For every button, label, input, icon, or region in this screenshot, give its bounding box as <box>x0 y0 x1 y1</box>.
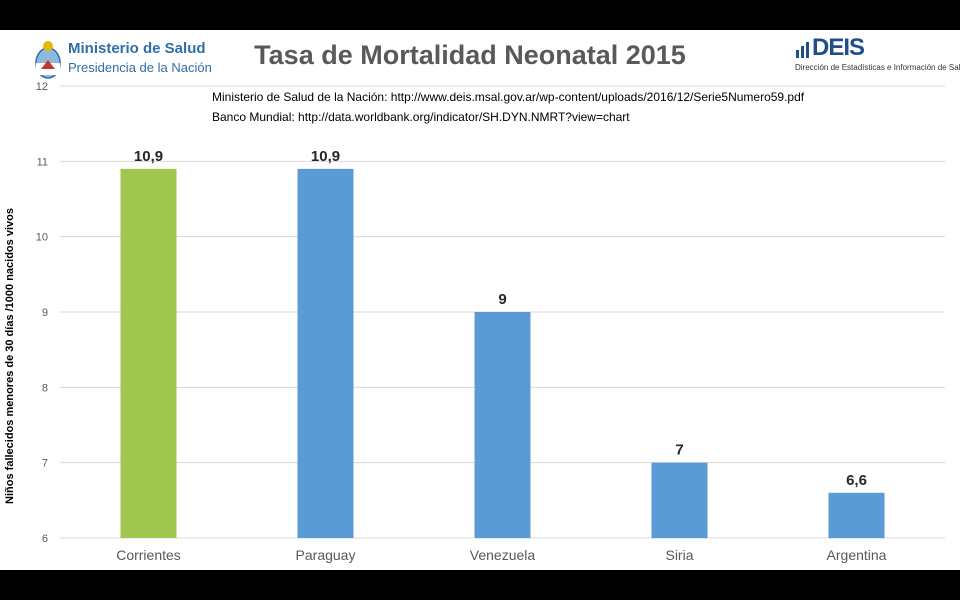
x-tick-label: Argentina <box>827 547 887 563</box>
deis-wordmark: DEIS <box>812 34 865 61</box>
ministerio-subtitle: Presidencia de la Nación <box>68 60 212 75</box>
x-tick-label: Siria <box>665 547 693 563</box>
x-tick-label: Corrientes <box>116 547 181 563</box>
y-tick-label: 8 <box>42 382 48 394</box>
x-tick-label: Venezuela <box>470 547 536 563</box>
ministerio-title: Ministerio de Salud <box>68 40 206 57</box>
data-label: 10,9 <box>134 148 163 165</box>
y-tick-label: 11 <box>37 156 48 168</box>
deis-logo-icon <box>796 42 809 58</box>
y-tick-label: 9 <box>42 307 48 319</box>
bar-argentina <box>828 492 885 538</box>
slide: Ministerio de Salud Presidencia de la Na… <box>0 30 960 570</box>
bar-venezuela <box>474 312 531 538</box>
y-tick-label: 7 <box>42 458 48 470</box>
x-tick-label: Paraguay <box>296 547 356 563</box>
y-tick-label: 10 <box>36 232 48 244</box>
chart-title: Tasa de Mortalidad Neonatal 2015 <box>254 40 686 70</box>
bar-siria <box>651 462 708 538</box>
coat-of-arms-icon <box>35 41 61 79</box>
y-tick-label: 12 <box>36 81 48 93</box>
source-note-2: Banco Mundial: http://data.worldbank.org… <box>212 110 630 124</box>
data-label: 6,6 <box>846 472 867 489</box>
data-label: 7 <box>675 442 683 459</box>
deis-subtitle: Dirección de Estadísticas e Información … <box>795 63 960 72</box>
data-label: 9 <box>498 291 506 308</box>
y-tick-label: 6 <box>42 533 48 545</box>
source-note-1: Ministerio de Salud de la Nación: http:/… <box>212 90 805 104</box>
bar-paraguay <box>297 168 354 538</box>
data-label: 10,9 <box>311 148 340 165</box>
bar-chart: 6 7 8 9 10 11 12 10,9 Corrientes 10,9 Paraguay 9 Ven… <box>36 81 945 563</box>
bar-corrientes <box>120 168 177 538</box>
